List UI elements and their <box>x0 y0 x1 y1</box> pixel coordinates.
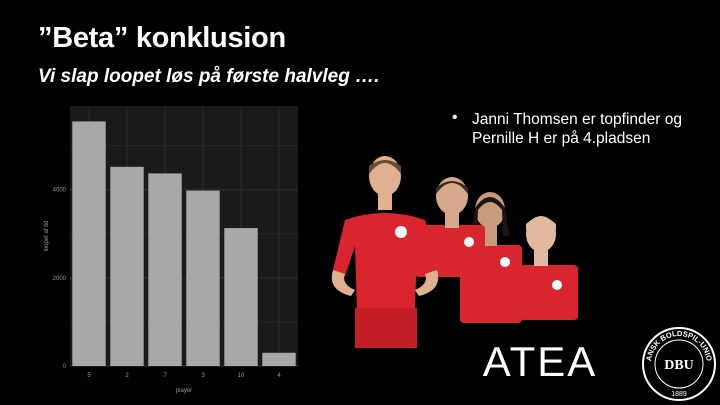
bar-2 <box>110 166 144 366</box>
bar-4 <box>262 352 296 366</box>
bullet-line-1: Janni Thomsen er topfinder og <box>472 111 682 128</box>
atea-logo: ATEA <box>483 338 598 384</box>
chart-bars <box>72 121 296 366</box>
bar-7 <box>148 173 182 366</box>
y-tick-label: 2000 <box>53 276 67 282</box>
bullet-dot-icon: • <box>452 109 458 126</box>
x-tick-label: 4 <box>277 373 281 379</box>
bar-3 <box>186 190 220 366</box>
slide-subtitle: Vi slap loopet løs på første halvleg …. <box>38 66 380 87</box>
bar-chart: 0 2000 4000 5 2 7 3 10 4 loopet af tid player <box>44 106 298 394</box>
player-figure <box>331 156 439 348</box>
y-axis-ticks: 0 2000 4000 <box>53 188 67 370</box>
bar-5 <box>72 121 106 366</box>
x-axis-label: player <box>176 388 192 394</box>
atea-logo-text: ATEA <box>483 338 598 384</box>
x-tick-label: 2 <box>125 373 129 379</box>
slide-title: ”Beta” konklusion <box>38 22 286 54</box>
x-tick-label: 5 <box>87 373 91 379</box>
seal-year-text: 1889 <box>671 391 687 398</box>
x-tick-label: 3 <box>201 373 205 379</box>
dbu-seal-logo: DANSK BOLDSPIL-UNION DBU 1889 <box>641 326 716 401</box>
x-tick-label: 10 <box>238 373 245 379</box>
seal-center-text: DBU <box>664 358 694 373</box>
players-photo <box>331 156 578 348</box>
x-tick-label: 7 <box>163 373 167 379</box>
y-tick-label: 4000 <box>53 188 67 194</box>
bullet-item: • Janni Thomsen er topfinder og Pernille… <box>452 109 720 148</box>
bullet-list: • Janni Thomsen er topfinder og Pernille… <box>452 109 720 148</box>
bullet-line-2: Pernille H er på 4.pladsen <box>472 130 651 147</box>
bar-10 <box>224 228 258 366</box>
player-figure <box>520 216 578 320</box>
x-axis-ticks: 5 2 7 3 10 4 <box>87 373 281 379</box>
chart-panel <box>70 106 298 366</box>
y-tick-label: 0 <box>63 364 67 370</box>
y-axis-label: loopet af tid <box>44 220 50 251</box>
